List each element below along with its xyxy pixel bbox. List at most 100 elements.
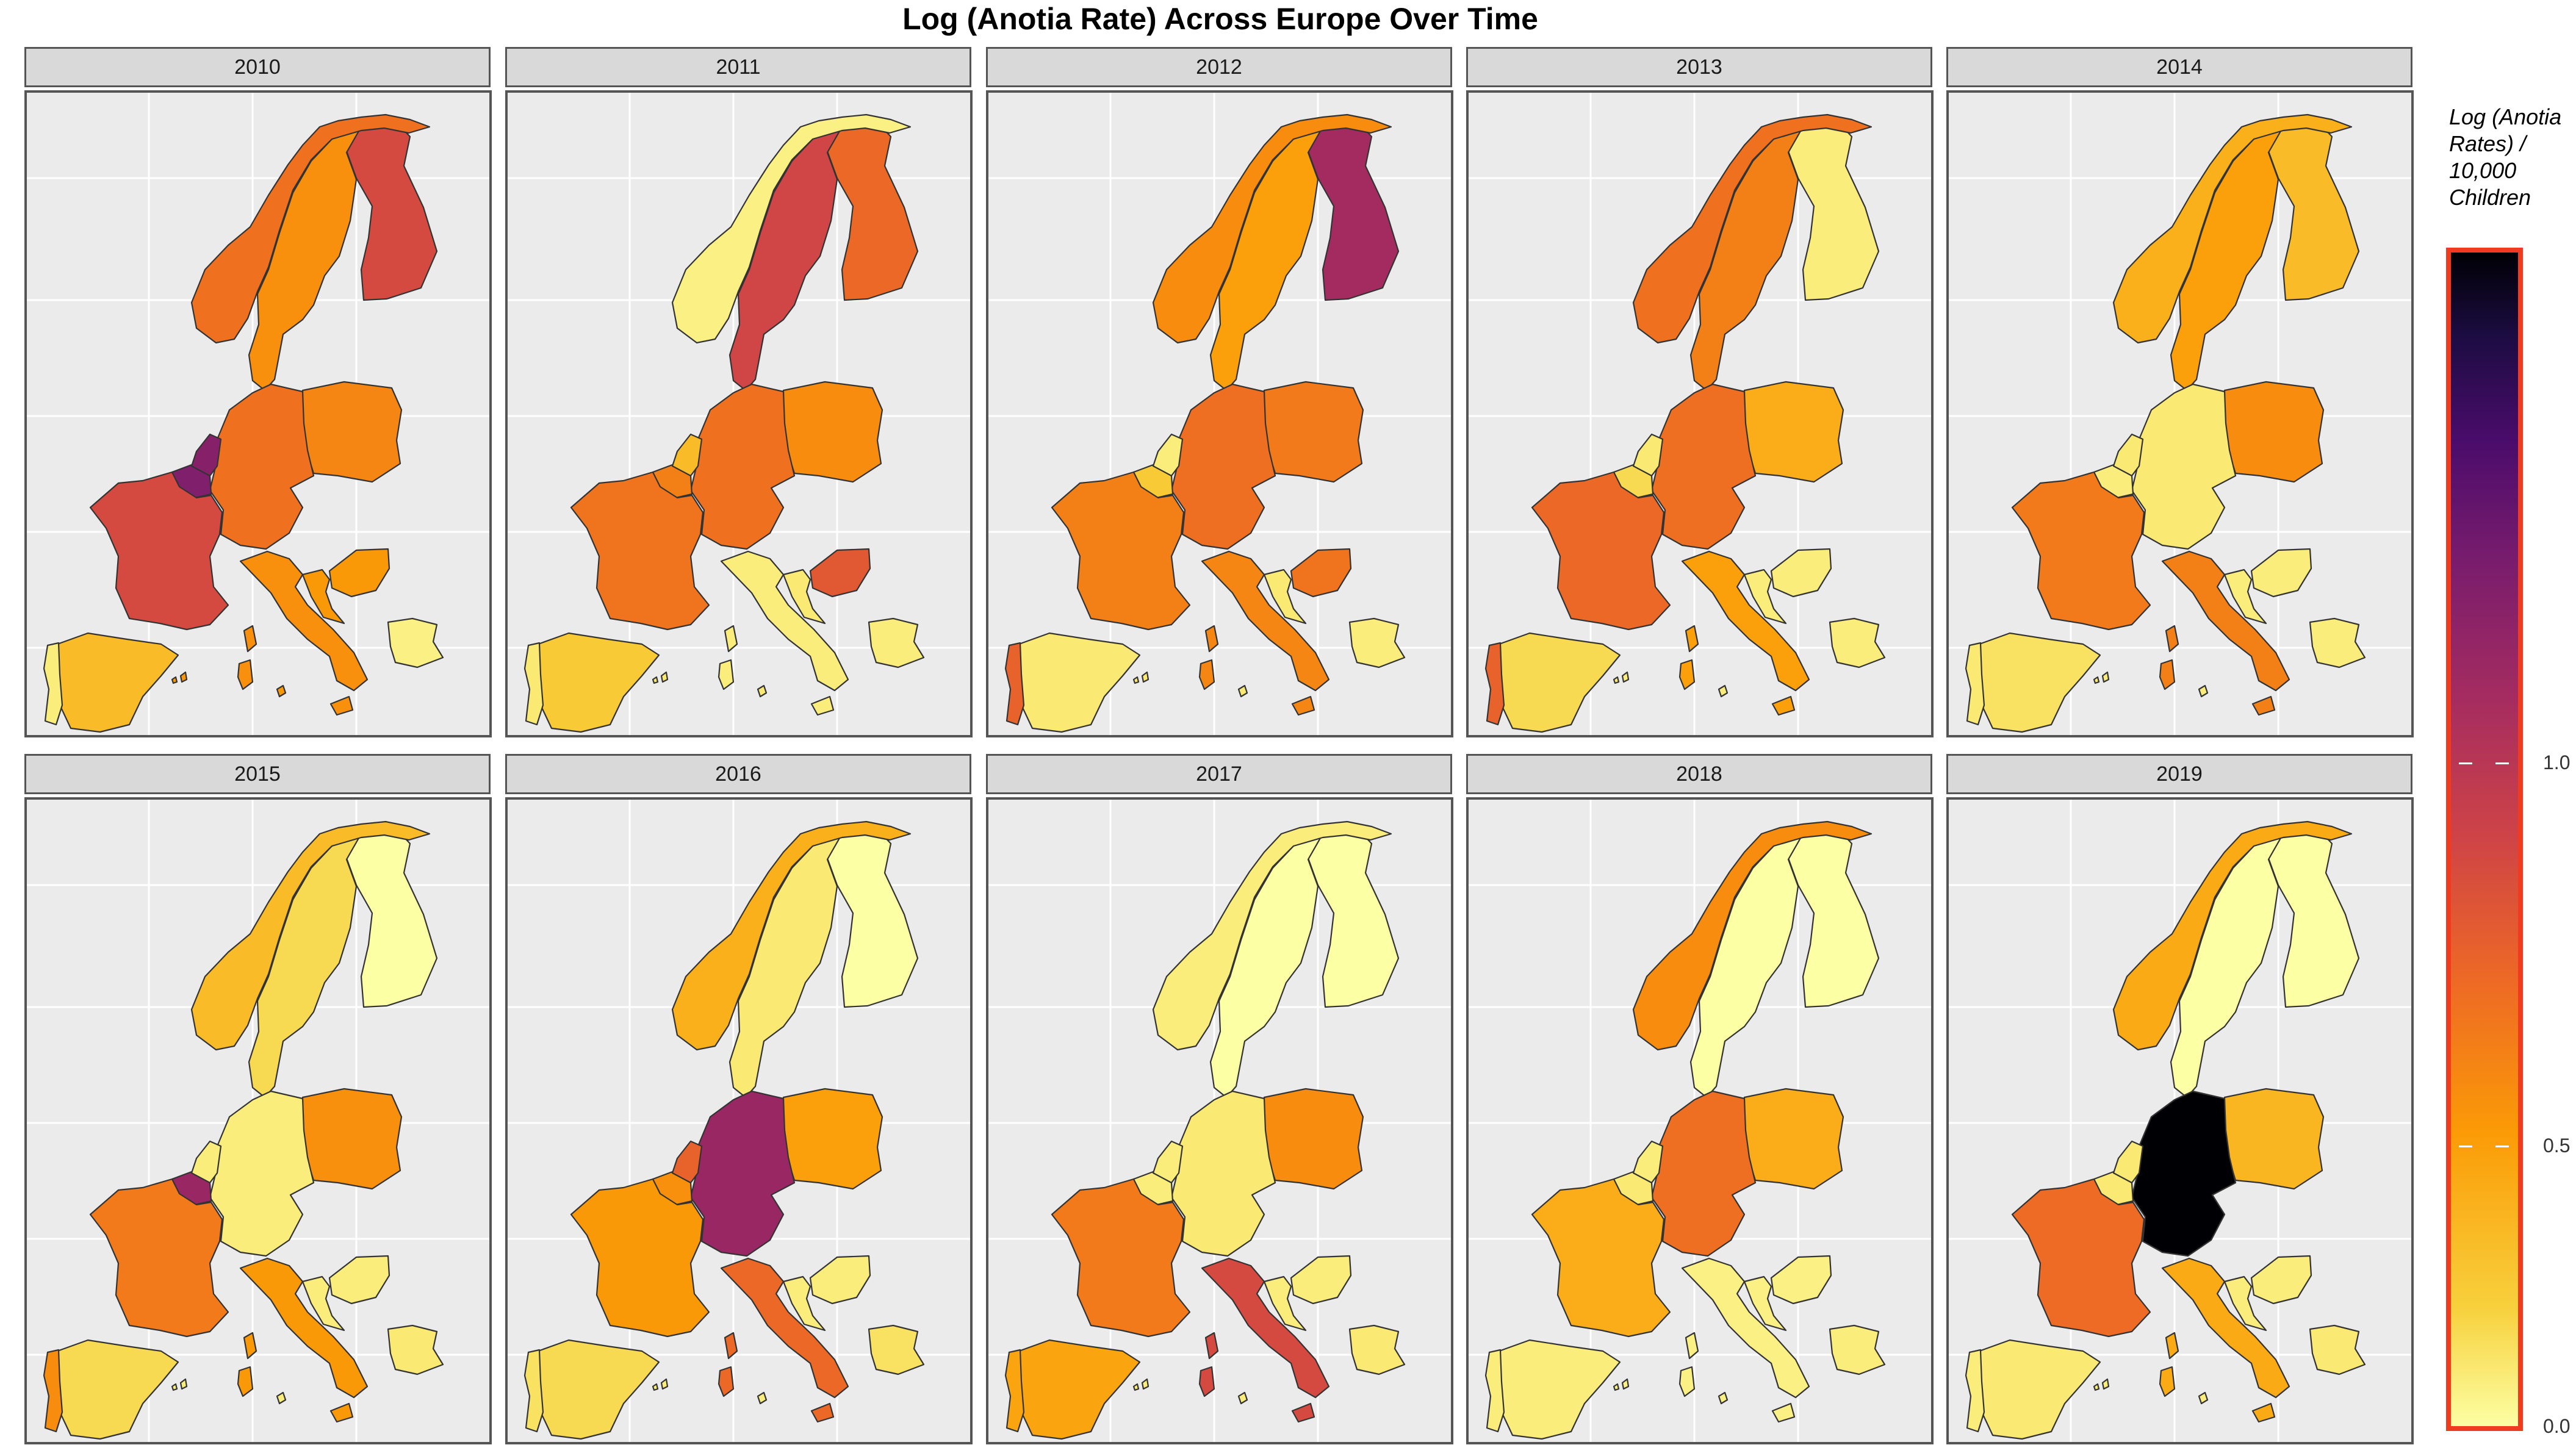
region-germany <box>2131 1090 2237 1257</box>
map-plot-area <box>986 797 1453 1444</box>
panel-year-label: 2010 <box>24 47 491 87</box>
legend-tick-left <box>2459 1146 2472 1147</box>
legend: Log (Anotia Rates) / 10,000 Children 1.0… <box>2441 104 2576 1446</box>
region-hungary <box>1290 548 1352 598</box>
region-spain <box>1978 632 2101 733</box>
region-netherlands <box>190 1140 222 1184</box>
region-finland <box>826 824 919 1008</box>
region-islands <box>1613 671 1729 698</box>
region-germany <box>689 1090 796 1257</box>
region-malta <box>718 1332 738 1397</box>
region-poland <box>301 381 403 483</box>
region-norway <box>2112 820 2353 1051</box>
panel-year-label: 2014 <box>1946 47 2412 87</box>
region-hungary <box>2250 1255 2312 1305</box>
region-poland <box>1263 381 1364 483</box>
map-panel: 2013 <box>1466 47 1934 738</box>
region-islands <box>171 1378 287 1405</box>
region-hungary <box>809 1255 871 1305</box>
region-finland <box>1787 117 1880 301</box>
region-italy <box>1681 1257 1810 1423</box>
region-sweden <box>729 833 843 1099</box>
region-italy <box>239 1257 369 1423</box>
region-hungary <box>2250 548 2312 598</box>
region-norway <box>1152 820 1392 1051</box>
panel-year-label: 2016 <box>505 754 971 794</box>
region-italy <box>1201 1257 1330 1423</box>
panel-year-label: 2018 <box>1466 754 1932 794</box>
map-svg <box>1949 93 2411 735</box>
map-svg <box>1469 93 1931 735</box>
region-bulgaria <box>1829 617 1886 669</box>
region-finland <box>345 824 438 1008</box>
map-svg <box>988 93 1451 735</box>
panel-year-label: 2019 <box>1946 754 2412 794</box>
region-netherlands <box>1632 1140 1664 1184</box>
region-poland <box>2223 1088 2325 1190</box>
region-islands <box>171 671 287 698</box>
region-bulgaria <box>868 617 925 669</box>
region-netherlands <box>1152 433 1184 477</box>
region-hungary <box>1770 548 1832 598</box>
region-islands <box>1132 671 1248 698</box>
region-croatia <box>1743 568 1787 625</box>
region-hungary <box>1290 1255 1352 1305</box>
map-plot-area <box>1466 797 1934 1444</box>
map-panel: 2012 <box>986 47 1453 738</box>
panel-year-label: 2012 <box>986 47 1452 87</box>
region-islands <box>1613 1378 1729 1405</box>
map-plot-area <box>1946 90 2414 737</box>
map-plot-area <box>505 797 973 1444</box>
region-italy <box>2161 1257 2290 1423</box>
region-portugal <box>1965 1349 1985 1433</box>
region-croatia <box>1263 1275 1307 1332</box>
region-france <box>1531 471 1671 631</box>
region-norway <box>1632 820 1873 1051</box>
legend-tick-right <box>2495 762 2509 764</box>
region-portugal <box>1484 1349 1505 1433</box>
region-islands <box>2093 671 2209 698</box>
panel-year-label: 2015 <box>24 754 491 794</box>
map-panel: 2011 <box>505 47 973 738</box>
figure-title: Log (Anotia Rate) Across Europe Over Tim… <box>902 2 1538 36</box>
region-finland <box>1307 117 1400 301</box>
region-portugal <box>43 642 63 726</box>
map-panel: 2015 <box>24 754 492 1445</box>
legend-tick-label: 0.5 <box>2543 1135 2571 1157</box>
region-netherlands <box>2112 1140 2144 1184</box>
panel-year-label: 2017 <box>986 754 1452 794</box>
region-croatia <box>1263 568 1307 625</box>
region-norway <box>190 820 431 1051</box>
region-islands <box>652 671 768 698</box>
region-malta <box>1198 625 1219 690</box>
region-sweden <box>1209 833 1324 1099</box>
region-finland <box>2267 117 2360 301</box>
region-portugal <box>523 1349 544 1433</box>
legend-title: Log (Anotia Rates) / 10,000 Children <box>2449 104 2562 210</box>
region-sweden <box>1689 833 1804 1099</box>
region-bulgaria <box>2309 1324 2366 1375</box>
region-germany <box>1170 383 1276 550</box>
map-plot-area <box>24 797 492 1444</box>
region-finland <box>345 117 438 301</box>
region-poland <box>1263 1088 1364 1190</box>
region-hungary <box>1770 1255 1832 1305</box>
region-malta <box>2159 1332 2179 1397</box>
region-italy <box>720 550 849 716</box>
region-poland <box>301 1088 403 1190</box>
region-islands <box>1132 1378 1248 1405</box>
region-finland <box>1787 824 1880 1008</box>
region-croatia <box>301 568 345 625</box>
region-bulgaria <box>2309 617 2366 669</box>
map-plot-area <box>505 90 973 737</box>
region-portugal <box>43 1349 63 1433</box>
legend-tick-right <box>2495 1146 2509 1147</box>
region-portugal <box>1484 642 1505 726</box>
region-france <box>89 1178 229 1338</box>
region-netherlands <box>2112 433 2144 477</box>
region-croatia <box>1743 1275 1787 1332</box>
region-poland <box>1743 381 1844 483</box>
region-germany <box>2131 383 2237 550</box>
region-spain <box>537 1339 660 1440</box>
region-poland <box>1743 1088 1844 1190</box>
